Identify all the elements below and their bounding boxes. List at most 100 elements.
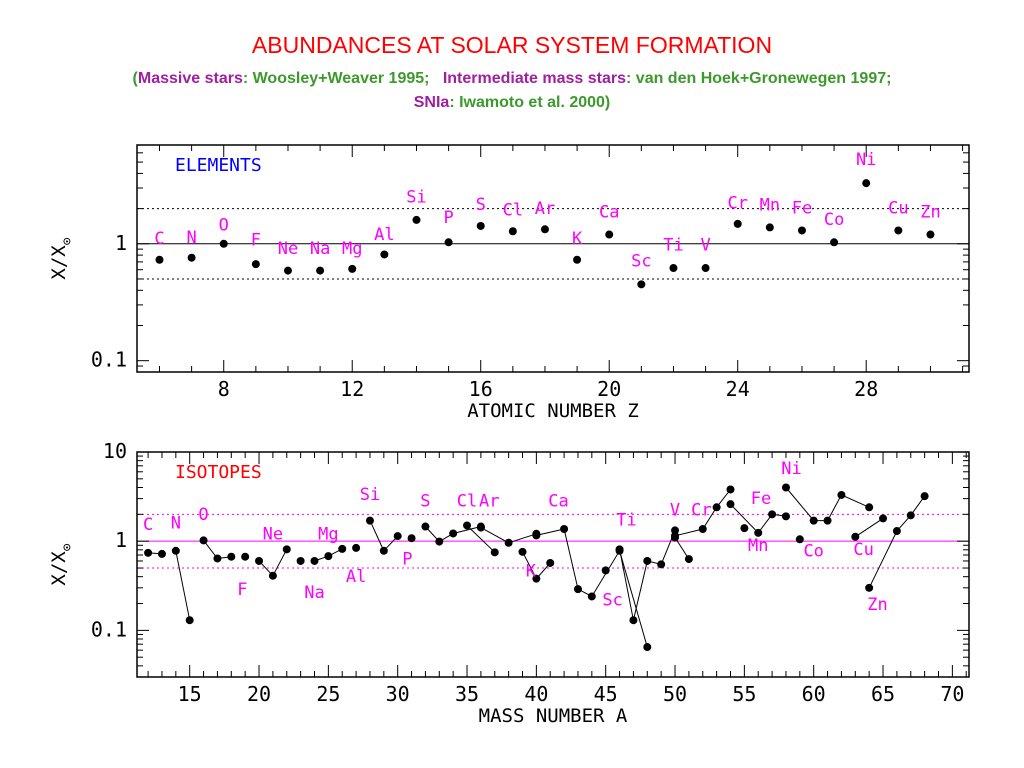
data-point [380, 250, 389, 259]
data-point [643, 556, 652, 565]
data-point [657, 560, 666, 569]
x-tick-label: 65 [871, 682, 895, 706]
data-point [740, 524, 749, 533]
element-label: Al [374, 225, 394, 245]
data-point [171, 546, 180, 555]
data-point [476, 523, 485, 532]
element-label: C [143, 515, 153, 535]
element-label: Si [360, 485, 380, 505]
panel-isotopes: 15 20 25 30 35 40 45 50 55 60 65 70 0.1 1 10 MASS NUMBE… [48, 439, 970, 727]
element-label: Fe [792, 198, 812, 218]
data-point [508, 227, 517, 236]
element-label: K [572, 229, 583, 249]
data-point [669, 264, 678, 273]
data-point [316, 266, 325, 275]
isotope-chain-line [536, 528, 648, 648]
data-point [573, 585, 582, 594]
element-label: Na [304, 583, 324, 603]
subtitle-massive-ref: : Woosley+Weaver 1995; [242, 70, 430, 87]
data-point [920, 492, 929, 501]
data-point [199, 536, 208, 545]
isotope-chain-line [674, 537, 690, 560]
element-label: Cl [503, 200, 523, 220]
panel-elements: 8 12 16 20 24 28 0.1 1 ATOMIC NUMBER Z X/X⊙ ELEMEN… [48, 144, 970, 422]
data-point [338, 544, 347, 553]
subtitle-snia-ref: : Iwamoto et al. 2000) [449, 94, 611, 111]
subtitle-massive-label: Massive stars [137, 70, 243, 87]
element-label: Mn [748, 536, 768, 556]
element-label: Co [824, 210, 844, 230]
x-tick-label: 60 [802, 682, 826, 706]
element-label: Ni [781, 459, 801, 479]
x-tick-label: 55 [732, 682, 756, 706]
element-label: Cu [888, 198, 908, 218]
data-point [726, 500, 735, 509]
isotope-chain-line [674, 489, 731, 537]
element-label: O [219, 215, 229, 235]
y-tick-label: 1 [115, 231, 127, 255]
data-point [412, 215, 421, 224]
data-point [283, 266, 292, 275]
data-point [463, 521, 472, 530]
element-label: Al [346, 567, 366, 587]
isotope-chain-line [785, 487, 870, 522]
data-point [605, 230, 614, 239]
element-label: Sc [631, 251, 651, 271]
y-tick-label: 0.1 [91, 617, 127, 641]
data-point [219, 239, 228, 248]
element-label: Cr [691, 500, 711, 520]
data-point [726, 485, 735, 494]
data-point [296, 556, 305, 565]
data-point [765, 223, 774, 232]
element-label: Ca [548, 491, 568, 511]
element-label: Ti [616, 510, 636, 530]
element-label: Mn [760, 195, 780, 215]
x-tick-label: 40 [524, 682, 548, 706]
data-point [255, 556, 264, 565]
subtitle-intermediate-ref: : van den Hoek+Gronewegen 1997; [626, 70, 892, 87]
y-axis-title: X/X⊙ [48, 543, 75, 585]
isotope-chain-line [855, 517, 884, 538]
element-label: Ti [663, 235, 683, 255]
data-point [615, 545, 624, 554]
data-point [365, 516, 374, 525]
panel-tag: ELEMENTS [175, 155, 262, 176]
data-point [560, 524, 569, 533]
data-point [684, 555, 693, 564]
isotope-chain-line [868, 495, 926, 589]
x-tick-label: 35 [455, 682, 479, 706]
element-label: Sc [602, 591, 622, 611]
y-tick-label: 0.1 [91, 348, 127, 372]
data-point [894, 226, 903, 235]
y-tick-label: 1 [115, 528, 127, 552]
element-label: K [526, 562, 537, 582]
data-point [797, 226, 806, 235]
element-label: S [476, 195, 486, 215]
x-tick-label: 30 [386, 682, 410, 706]
element-label: Ne [278, 239, 298, 259]
data-point [865, 583, 874, 592]
element-label: Mg [342, 239, 362, 259]
data-point [310, 556, 319, 565]
data-point [698, 524, 707, 533]
y-tick-label: 10 [103, 439, 127, 463]
data-point [348, 264, 357, 273]
element-label: F [251, 230, 261, 250]
element-label: Zn [867, 595, 887, 615]
x-tick-label: 20 [247, 682, 271, 706]
element-label: N [186, 228, 196, 248]
x-tick-label: 24 [726, 377, 750, 401]
element-label: O [198, 505, 208, 525]
data-point [518, 547, 527, 556]
element-label: Mg [318, 524, 338, 544]
data-point [185, 616, 194, 625]
x-tick-label: 25 [316, 682, 340, 706]
data-point [421, 522, 430, 531]
data-point [379, 546, 388, 555]
data-point [733, 219, 742, 228]
data-point [407, 534, 416, 543]
data-point [213, 554, 222, 563]
x-axis-title: ATOMIC NUMBER Z [467, 400, 639, 422]
element-label: N [171, 513, 181, 533]
